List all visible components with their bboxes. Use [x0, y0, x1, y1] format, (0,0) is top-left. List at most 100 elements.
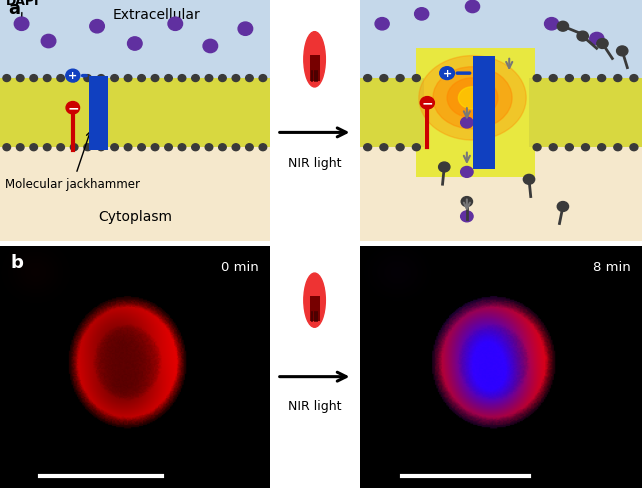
- Bar: [0, 145, 270, 242]
- Circle shape: [3, 76, 10, 82]
- Circle shape: [14, 18, 29, 31]
- Circle shape: [523, 175, 535, 185]
- Circle shape: [178, 76, 186, 82]
- Circle shape: [533, 76, 541, 82]
- Circle shape: [98, 76, 105, 82]
- Circle shape: [363, 144, 372, 151]
- Circle shape: [566, 144, 573, 151]
- Circle shape: [550, 76, 557, 82]
- Bar: [0, 79, 270, 148]
- Circle shape: [65, 70, 80, 83]
- Bar: [416, 49, 535, 178]
- Circle shape: [57, 76, 64, 82]
- Circle shape: [44, 76, 51, 82]
- Ellipse shape: [458, 87, 487, 110]
- Circle shape: [461, 167, 473, 178]
- Circle shape: [84, 76, 91, 82]
- Circle shape: [219, 76, 226, 82]
- Circle shape: [630, 144, 638, 151]
- Text: −: −: [67, 101, 79, 115]
- Ellipse shape: [447, 79, 498, 119]
- Circle shape: [30, 76, 37, 82]
- Circle shape: [259, 76, 266, 82]
- Circle shape: [461, 118, 473, 129]
- Circle shape: [30, 144, 37, 151]
- Circle shape: [412, 144, 421, 151]
- Circle shape: [205, 144, 213, 151]
- Circle shape: [550, 144, 557, 151]
- Bar: [309, 56, 320, 82]
- Circle shape: [90, 20, 105, 34]
- Text: b: b: [11, 254, 24, 272]
- Circle shape: [438, 163, 450, 173]
- Circle shape: [577, 32, 588, 42]
- Circle shape: [590, 33, 604, 46]
- Circle shape: [205, 76, 213, 82]
- Circle shape: [533, 144, 541, 151]
- Circle shape: [582, 76, 589, 82]
- Circle shape: [465, 1, 480, 14]
- Circle shape: [219, 144, 226, 151]
- Circle shape: [98, 144, 105, 151]
- Circle shape: [57, 144, 64, 151]
- Circle shape: [203, 40, 218, 54]
- Circle shape: [178, 144, 186, 151]
- Circle shape: [192, 144, 199, 151]
- Text: 0 min: 0 min: [221, 261, 259, 274]
- Circle shape: [246, 76, 253, 82]
- Circle shape: [396, 76, 404, 82]
- Circle shape: [380, 144, 388, 151]
- Circle shape: [125, 144, 132, 151]
- Circle shape: [17, 144, 24, 151]
- Circle shape: [71, 76, 78, 82]
- Circle shape: [557, 22, 569, 32]
- Text: a: a: [8, 0, 20, 18]
- Bar: [360, 145, 642, 242]
- Circle shape: [375, 19, 389, 31]
- Circle shape: [138, 144, 145, 151]
- Ellipse shape: [304, 33, 325, 88]
- Circle shape: [544, 19, 559, 31]
- Circle shape: [396, 144, 404, 151]
- Circle shape: [440, 67, 455, 81]
- Circle shape: [128, 38, 142, 51]
- Circle shape: [111, 144, 118, 151]
- Circle shape: [3, 144, 10, 151]
- Circle shape: [84, 144, 91, 151]
- Ellipse shape: [304, 273, 325, 327]
- Bar: [89, 77, 108, 150]
- Ellipse shape: [419, 57, 526, 141]
- Bar: [529, 79, 642, 148]
- Circle shape: [165, 144, 172, 151]
- Circle shape: [165, 76, 172, 82]
- Circle shape: [597, 40, 608, 49]
- Circle shape: [616, 47, 628, 57]
- Circle shape: [66, 102, 80, 115]
- Circle shape: [380, 76, 388, 82]
- Circle shape: [259, 144, 266, 151]
- Text: DAPI: DAPI: [5, 0, 39, 22]
- Circle shape: [138, 76, 145, 82]
- Circle shape: [125, 76, 132, 82]
- Circle shape: [415, 9, 429, 21]
- Text: −: −: [422, 96, 433, 110]
- Bar: [0, 0, 270, 81]
- Circle shape: [557, 202, 569, 212]
- Circle shape: [461, 197, 473, 207]
- Circle shape: [421, 98, 435, 110]
- Text: +: +: [442, 68, 452, 79]
- Circle shape: [363, 76, 372, 82]
- Text: +: +: [68, 71, 78, 81]
- Circle shape: [152, 76, 159, 82]
- Text: 8 min: 8 min: [593, 261, 630, 274]
- Circle shape: [232, 76, 239, 82]
- Circle shape: [238, 23, 253, 36]
- Text: Extracellular: Extracellular: [112, 8, 200, 22]
- Circle shape: [566, 76, 573, 82]
- Circle shape: [246, 144, 253, 151]
- Circle shape: [614, 76, 621, 82]
- Circle shape: [41, 35, 56, 49]
- Circle shape: [412, 76, 421, 82]
- Circle shape: [168, 18, 182, 31]
- Circle shape: [630, 76, 638, 82]
